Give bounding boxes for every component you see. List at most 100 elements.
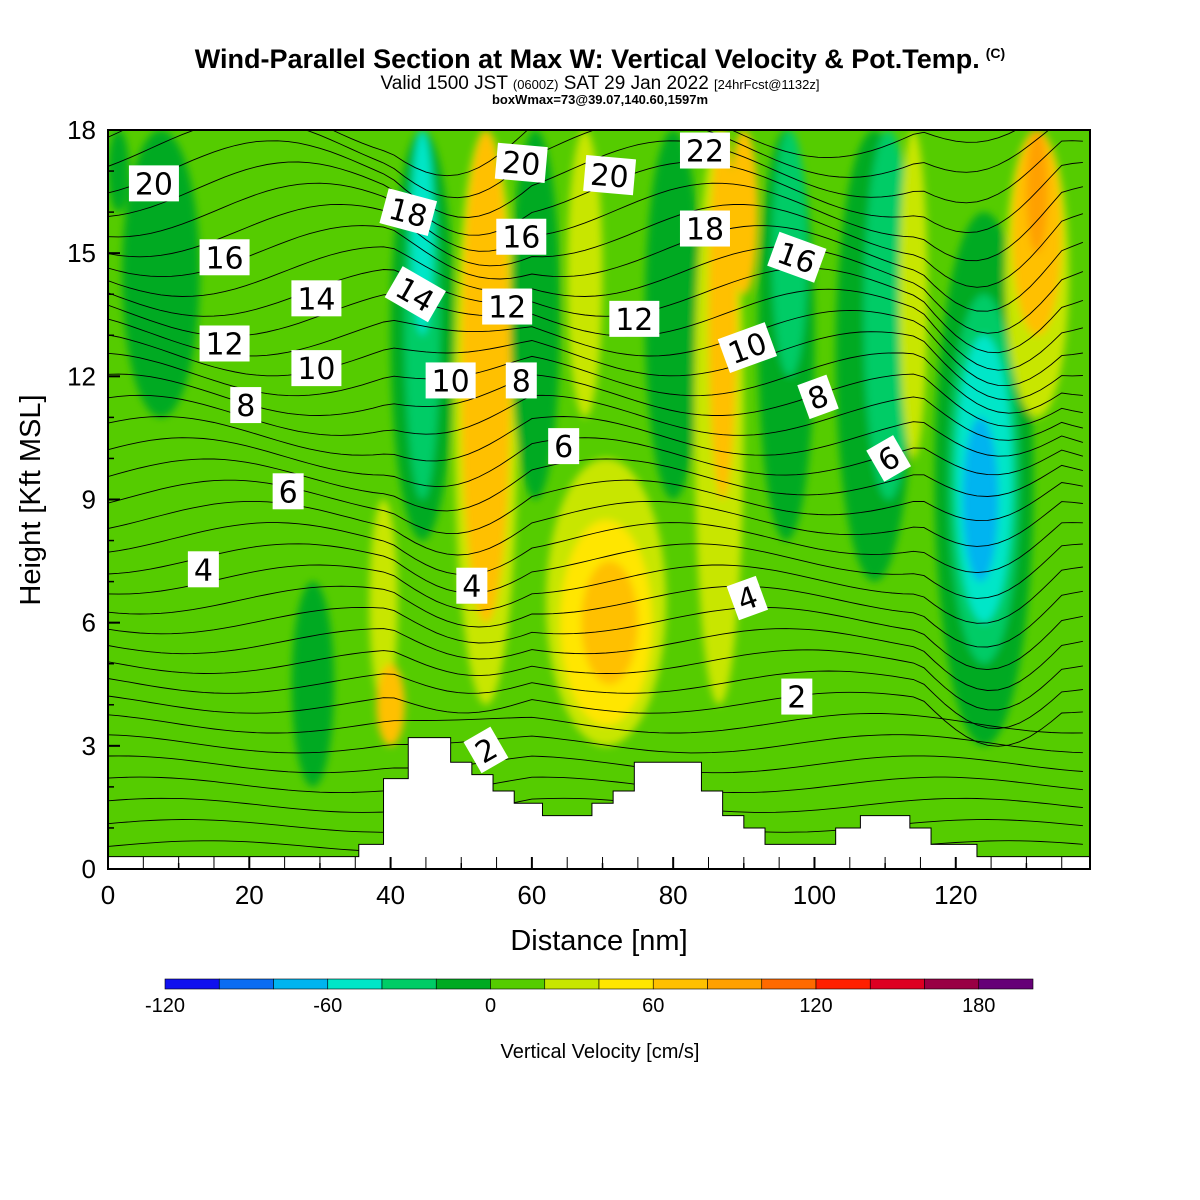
contour-label-26: 4 bbox=[726, 575, 769, 621]
y-axis: 0 3 6 9 12 15 18 bbox=[67, 115, 120, 884]
contour-label-box bbox=[272, 473, 304, 510]
plot-area: 2016128141064181410201612864220122218101… bbox=[107, 129, 1091, 870]
velocity-cell-24 bbox=[899, 130, 928, 459]
velocity-cell-4 bbox=[376, 663, 405, 746]
contour-label-box bbox=[866, 435, 912, 482]
colorbar-swatch-4 bbox=[381, 978, 437, 990]
y-tick-label: 0 bbox=[82, 854, 96, 884]
theta-contour-line-23 bbox=[108, 352, 1083, 414]
theta-contour-line-24 bbox=[108, 331, 1083, 401]
colorbar-swatch-0 bbox=[164, 978, 220, 990]
velocity-cell-14 bbox=[581, 561, 638, 685]
colorbar-tick-label: 120 bbox=[799, 995, 832, 1017]
velocity-cell-1 bbox=[122, 130, 200, 418]
contour-label-text: 6 bbox=[554, 430, 573, 465]
contour-label-text: 18 bbox=[686, 213, 724, 248]
theta-contour-line-19 bbox=[108, 437, 1084, 488]
contour-label-24: 8 bbox=[797, 374, 839, 420]
theta-contour-line-2 bbox=[108, 797, 1083, 815]
velocity-cell-19 bbox=[729, 130, 758, 295]
contour-label-box bbox=[548, 428, 580, 465]
colorbar-swatch-2 bbox=[273, 978, 329, 990]
x-axis-label: Distance [nm] bbox=[510, 925, 687, 957]
y-tick-label: 9 bbox=[82, 485, 96, 515]
y-tick-label: 15 bbox=[67, 238, 96, 268]
contour-label-box bbox=[496, 218, 547, 255]
contour-label-box bbox=[230, 387, 262, 424]
colorbar-swatch-13 bbox=[869, 978, 925, 990]
velocity-cell-2 bbox=[291, 581, 335, 787]
contour-label-20: 22 bbox=[679, 132, 730, 170]
y-tick-label: 6 bbox=[82, 608, 96, 638]
colorbar-swatch-5 bbox=[435, 978, 491, 990]
colorbar-tick-label: -120 bbox=[145, 995, 185, 1017]
theta-contour-line-11 bbox=[108, 606, 1083, 671]
colorbar-swatch-7 bbox=[544, 978, 600, 990]
contour-label-box bbox=[128, 165, 179, 202]
theta-contour-line-9 bbox=[108, 649, 1083, 711]
colorbar-swatch-1 bbox=[218, 978, 274, 990]
valid-utc-text: (0600Z) bbox=[512, 77, 559, 92]
contour-label-text: 20 bbox=[501, 145, 542, 183]
velocity-cell-28 bbox=[962, 417, 999, 582]
contour-label-27: 2 bbox=[781, 678, 813, 716]
contour-label-text: 16 bbox=[502, 221, 540, 256]
colorbar-swatch-9 bbox=[652, 978, 708, 990]
contour-label-box bbox=[494, 142, 548, 183]
velocity-cell-3 bbox=[369, 499, 398, 705]
contour-label-box bbox=[463, 726, 509, 774]
contour-label-text: 10 bbox=[432, 364, 470, 399]
colorbar-swatch-11 bbox=[761, 978, 817, 990]
theta-contour-line-10 bbox=[108, 628, 1083, 691]
theta-contour-line-8 bbox=[108, 670, 1083, 730]
contour-label-box bbox=[187, 551, 219, 588]
colorbar-tick-label: 180 bbox=[962, 995, 995, 1017]
theta-contour-line-25 bbox=[108, 309, 1083, 387]
contour-label-box bbox=[482, 288, 533, 325]
copyright-mark: (C) bbox=[985, 45, 1006, 61]
theta-contour-line-6 bbox=[108, 713, 1083, 734]
contour-label-6: 6 bbox=[272, 473, 304, 510]
x-tick-label: 100 bbox=[793, 880, 836, 910]
contour-label-text: 20 bbox=[135, 167, 173, 202]
x-tick-label: 120 bbox=[934, 880, 977, 910]
contour-label-14: 8 bbox=[505, 362, 537, 399]
colorbar-swatch-14 bbox=[924, 978, 980, 990]
contour-label-text: 12 bbox=[205, 327, 243, 362]
chart-title: Wind-Parallel Section at Max W: Vertical… bbox=[0, 44, 1200, 75]
forecast-text: [24hrFcst@1132z] bbox=[714, 77, 820, 92]
y-tick-label: 3 bbox=[82, 731, 96, 761]
colorbar-swatch-8 bbox=[598, 978, 654, 990]
contour-label-box bbox=[291, 350, 342, 387]
contour-label-box bbox=[726, 575, 769, 621]
contour-label-5: 10 bbox=[291, 350, 342, 387]
contour-label-21: 18 bbox=[679, 210, 730, 248]
contour-label-text: 4 bbox=[194, 553, 213, 588]
theta-contour-line-15 bbox=[108, 522, 1083, 576]
contour-label-3: 8 bbox=[230, 387, 262, 424]
theta-contour-line-20 bbox=[108, 416, 1084, 462]
x-tick-label: 0 bbox=[101, 880, 115, 910]
contour-label-box bbox=[797, 374, 839, 420]
theta-contour-line-26 bbox=[108, 288, 1084, 371]
contour-label-box bbox=[781, 678, 813, 715]
contour-label-18: 20 bbox=[583, 155, 637, 196]
x-tick-label: 60 bbox=[517, 880, 546, 910]
y-tick-label: 12 bbox=[67, 361, 96, 391]
contour-label-16: 4 bbox=[456, 567, 488, 605]
colorbar-tick-label: 60 bbox=[642, 995, 664, 1017]
x-tick-label: 80 bbox=[659, 880, 688, 910]
colorbar-label: Vertical Velocity [cm/s] bbox=[501, 1041, 700, 1063]
theta-contour-line-14 bbox=[108, 543, 1083, 599]
theta-contour-line-31 bbox=[108, 182, 1084, 262]
theta-contour-line-30 bbox=[108, 203, 1084, 288]
contour-label-text: 2 bbox=[787, 681, 806, 716]
terrain-profile bbox=[108, 737, 1090, 869]
contour-label-box bbox=[679, 132, 730, 169]
contour-label-2: 12 bbox=[199, 325, 250, 362]
vertical-velocity-field bbox=[108, 130, 1069, 787]
title-text: Wind-Parallel Section at Max W: Vertical… bbox=[194, 44, 980, 74]
chart-subtitle: Valid 1500 JST (0600Z) SAT 29 Jan 2022 [… bbox=[0, 73, 1200, 95]
colorbar-swatch-3 bbox=[327, 978, 383, 990]
